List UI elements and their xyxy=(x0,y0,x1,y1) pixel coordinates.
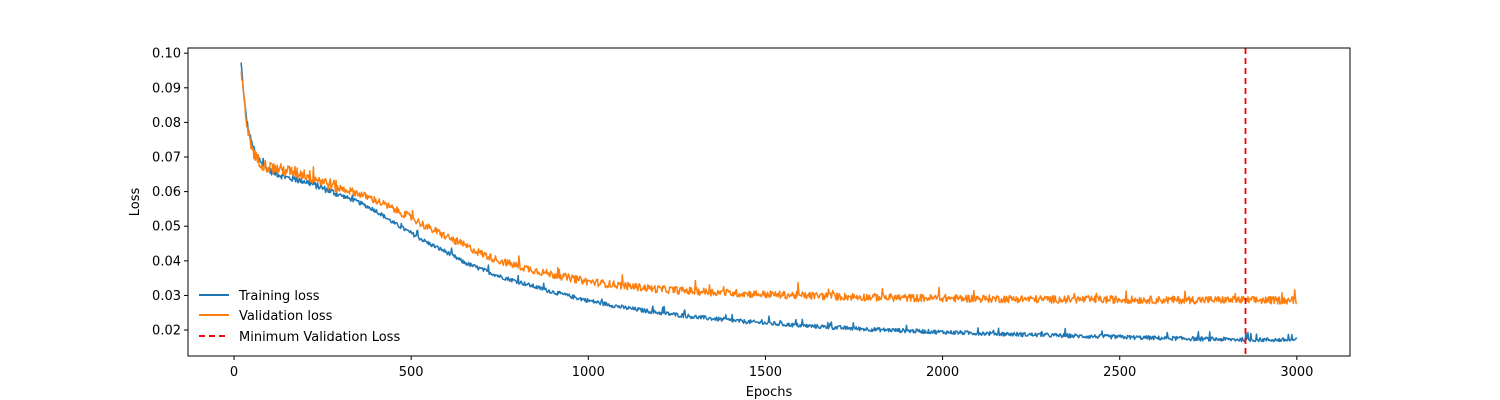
legend-label-min-val: Minimum Validation Loss xyxy=(239,330,400,345)
x-axis-label: Epochs xyxy=(746,385,793,400)
x-tick-label: 1000 xyxy=(572,365,605,380)
x-tick-label: 3000 xyxy=(1280,365,1313,380)
y-tick-label: 0.02 xyxy=(152,324,181,339)
y-axis: 0.02 0.03 0.04 0.05 0.06 0.07 0.08 0.09 0.10 xyxy=(152,47,188,339)
plot-area xyxy=(240,48,1298,356)
x-tick-label: 1500 xyxy=(749,365,782,380)
y-tick-label: 0.05 xyxy=(152,220,181,235)
x-tick-label: 2500 xyxy=(1103,365,1136,380)
legend: Training loss Validation loss Minimum Va… xyxy=(199,289,400,345)
x-tick-label: 500 xyxy=(399,365,424,380)
validation-loss-line xyxy=(240,71,1298,305)
legend-label-validation: Validation loss xyxy=(239,309,333,324)
x-tick-label: 0 xyxy=(230,365,238,380)
y-tick-label: 0.04 xyxy=(152,254,181,269)
y-tick-label: 0.07 xyxy=(152,151,181,166)
training-loss-line xyxy=(240,62,1298,343)
legend-label-training: Training loss xyxy=(238,289,320,304)
x-axis: 0 500 1000 1500 2000 2500 3000 xyxy=(230,356,1313,380)
y-tick-label: 0.03 xyxy=(152,289,181,304)
y-tick-label: 0.09 xyxy=(152,81,181,96)
y-axis-label: Loss xyxy=(128,188,143,217)
y-tick-label: 0.08 xyxy=(152,116,181,131)
y-tick-label: 0.10 xyxy=(152,47,181,62)
y-tick-label: 0.06 xyxy=(152,185,181,200)
plot-frame xyxy=(187,47,1351,357)
x-tick-label: 2000 xyxy=(926,365,959,380)
